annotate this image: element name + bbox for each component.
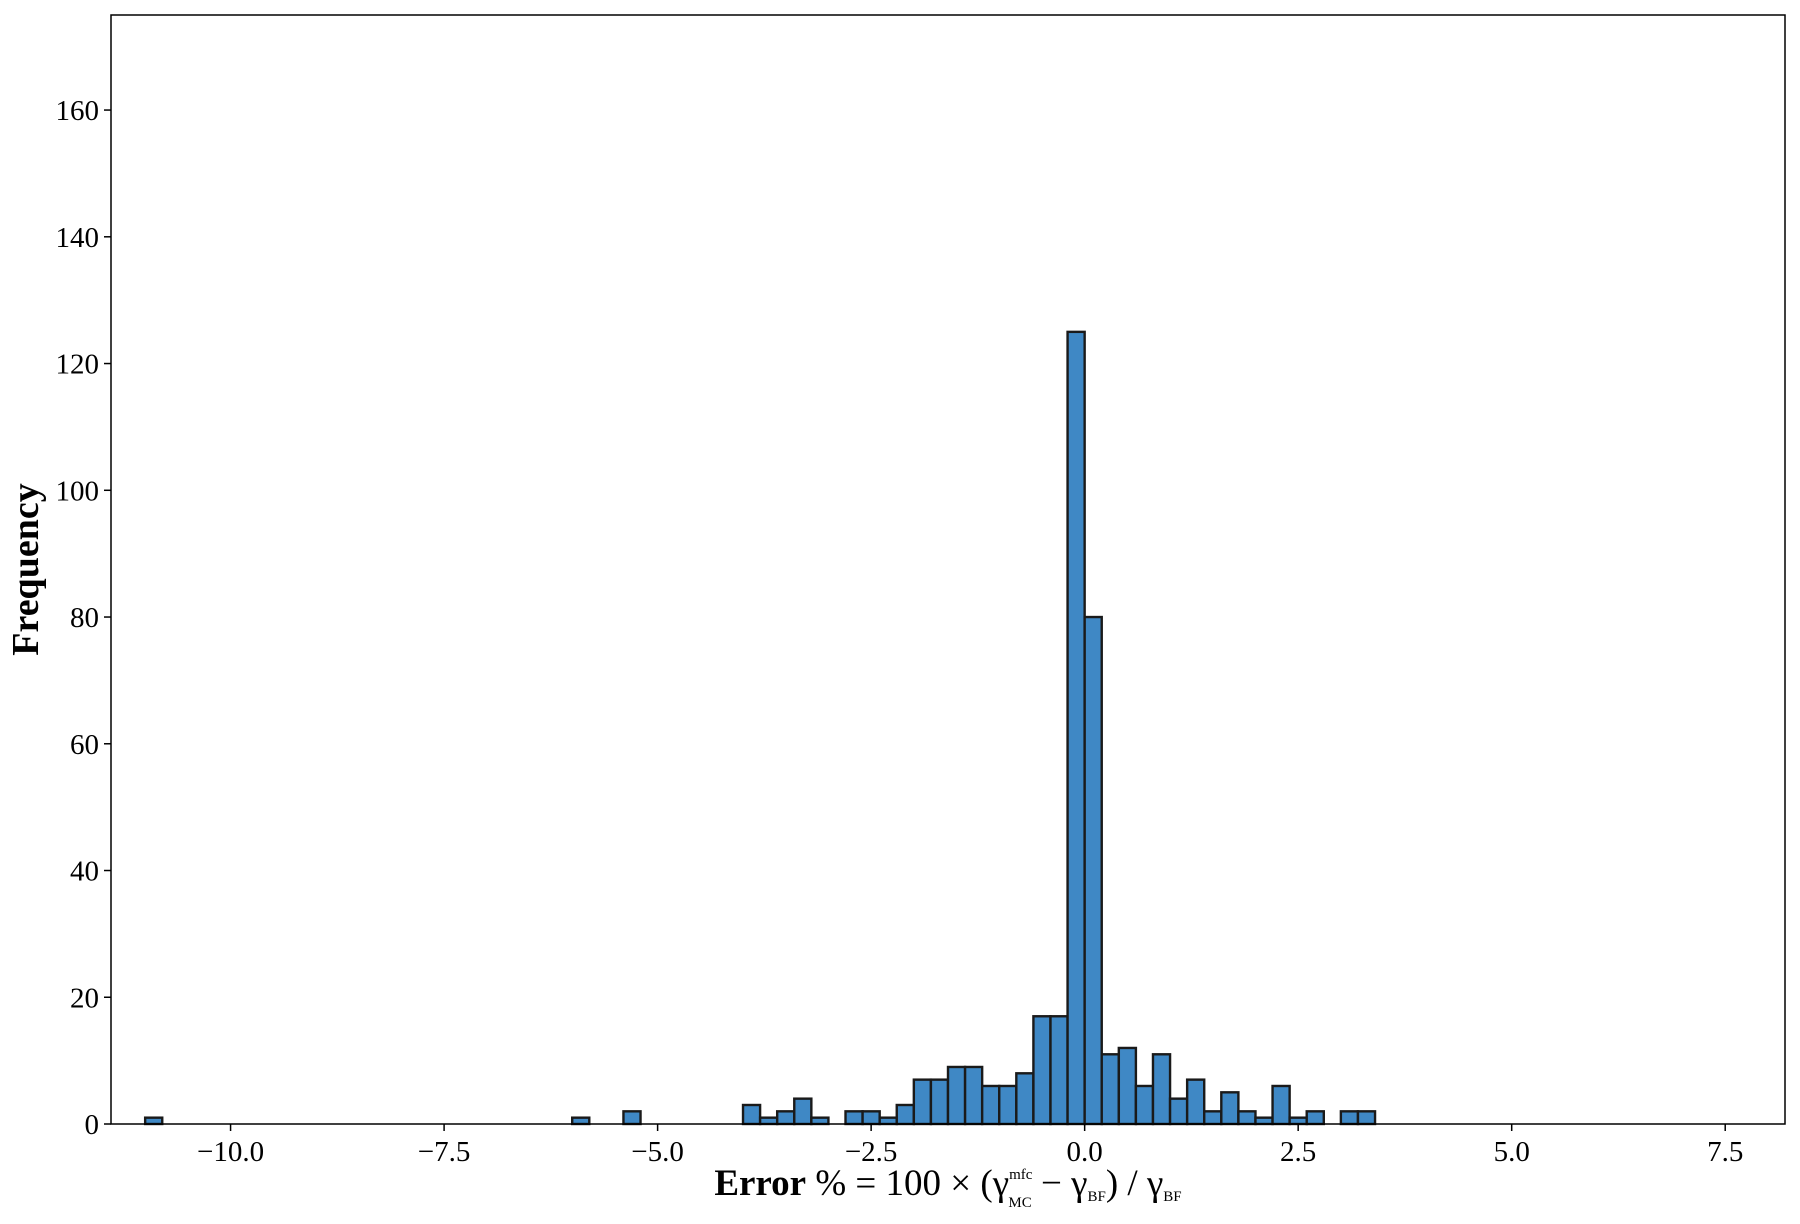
- bar: [980, 1084, 1001, 1126]
- x-axis-label-part: mfc: [1009, 1167, 1033, 1183]
- y-tick-label: 140: [56, 222, 100, 254]
- x-axis-label-part: BF: [1163, 1189, 1181, 1205]
- x-axis-label-part: MC: [1008, 1195, 1031, 1211]
- x-tick-label: −10.0: [197, 1136, 264, 1168]
- bar: [758, 1116, 779, 1126]
- bar: [775, 1110, 796, 1126]
- bar: [1220, 1091, 1240, 1126]
- bar: [1151, 1053, 1172, 1126]
- x-axis-label-part: % = 100 × (γ: [806, 1163, 1009, 1204]
- bar: [1288, 1116, 1308, 1126]
- bar: [143, 1116, 164, 1126]
- x-tick-label: 5.0: [1494, 1136, 1530, 1168]
- x-axis-label-part: ) / γ: [1106, 1163, 1163, 1204]
- bar: [1049, 1015, 1069, 1126]
- bar: [912, 1078, 933, 1126]
- bar: [1117, 1046, 1138, 1126]
- bar: [571, 1116, 591, 1126]
- bar: [998, 1084, 1018, 1126]
- bar: [1134, 1084, 1155, 1126]
- bar: [1015, 1072, 1035, 1126]
- bar: [810, 1116, 830, 1126]
- bar: [946, 1065, 967, 1126]
- bar: [1237, 1110, 1257, 1126]
- bar: [844, 1110, 864, 1126]
- x-tick-label: −2.5: [845, 1136, 898, 1168]
- bar: [1100, 1053, 1121, 1126]
- y-axis-label: Frequency: [5, 483, 47, 655]
- bar: [1168, 1097, 1189, 1126]
- y-tick-label: 80: [70, 602, 99, 634]
- bar: [963, 1065, 984, 1126]
- bar: [1203, 1110, 1223, 1126]
- bar: [1305, 1110, 1325, 1126]
- bar: [1356, 1110, 1377, 1126]
- x-axis-label-part: BF: [1087, 1189, 1105, 1205]
- x-tick-label: −7.5: [418, 1136, 471, 1168]
- y-tick-label: 120: [56, 349, 100, 381]
- bar: [1032, 1015, 1052, 1126]
- x-tick-label: −5.0: [631, 1136, 684, 1168]
- y-tick-label: 0: [85, 1109, 100, 1141]
- bar: [741, 1103, 762, 1126]
- plot-frame: [110, 14, 1786, 1125]
- y-tick-label: 20: [70, 982, 99, 1014]
- bar: [1271, 1084, 1291, 1126]
- bar: [1185, 1078, 1206, 1126]
- bar: [1254, 1116, 1274, 1126]
- x-tick-label: 7.5: [1707, 1136, 1743, 1168]
- bar: [1339, 1110, 1360, 1126]
- y-tick-label: 40: [70, 856, 99, 888]
- bar: [929, 1078, 950, 1126]
- y-tick-label: 60: [70, 729, 99, 761]
- x-axis-label: Error % = 100 × (γmfc MC − γBF) / γBF: [714, 1163, 1181, 1211]
- y-tick-label: 100: [56, 475, 100, 507]
- y-tick-label: 160: [56, 95, 100, 127]
- bar: [895, 1103, 916, 1126]
- bar: [878, 1116, 898, 1126]
- bar: [1066, 330, 1086, 1126]
- bar: [861, 1110, 881, 1126]
- x-tick-label: 0.0: [1067, 1136, 1103, 1168]
- bar: [1083, 615, 1103, 1126]
- bar: [793, 1097, 813, 1126]
- x-tick-label: 2.5: [1280, 1136, 1316, 1168]
- bar: [622, 1110, 642, 1126]
- x-axis-label-part: Error: [714, 1163, 806, 1204]
- x-axis-label-part: − γ: [1032, 1163, 1088, 1204]
